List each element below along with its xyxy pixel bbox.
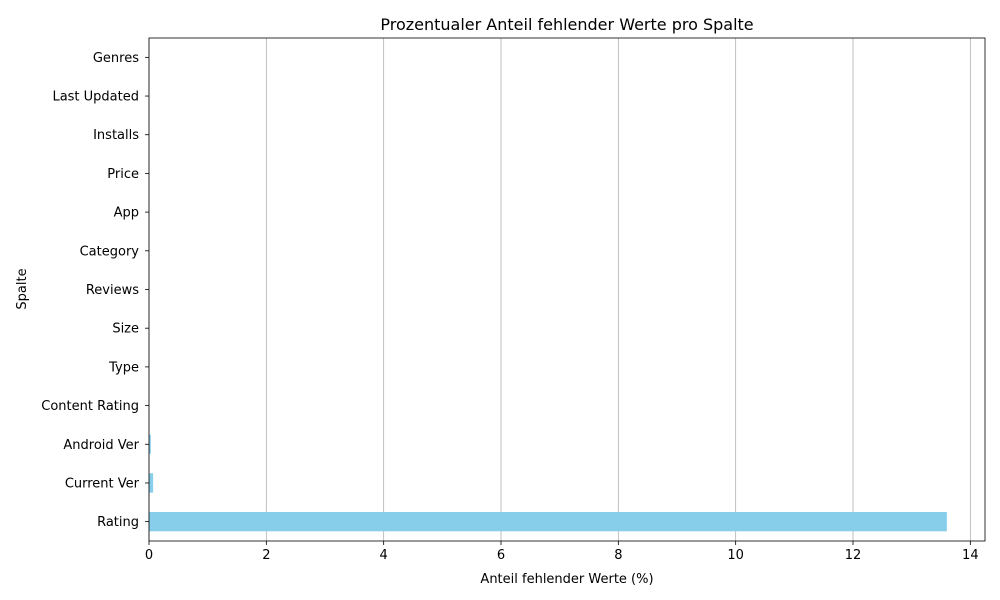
y-tick-label-category: Category <box>80 244 140 259</box>
bar-current-ver <box>149 473 154 493</box>
y-tick-label-current-ver: Current Ver <box>65 476 140 491</box>
y-tick-label-size: Size <box>112 322 139 337</box>
y-tick-label-reviews: Reviews <box>86 283 139 298</box>
x-tick-label-8: 8 <box>614 548 622 563</box>
x-tick-label-6: 6 <box>497 548 505 563</box>
y-tick-label-rating: Rating <box>97 515 139 530</box>
grid-lines <box>148 38 971 541</box>
x-axis-title: Anteil fehlender Werte (%) <box>480 572 653 587</box>
x-tick-label-12: 12 <box>845 548 862 563</box>
y-tick-label-app: App <box>114 206 139 221</box>
chart-title: Prozentualer Anteil fehlender Werte pro … <box>380 15 753 34</box>
y-tick-label-genres: Genres <box>93 51 139 66</box>
bar-rating <box>149 511 947 532</box>
y-tick-label-android-ver: Android Ver <box>63 438 139 453</box>
x-tick-label-0: 0 <box>145 548 153 563</box>
y-tick-label-type: Type <box>108 360 139 375</box>
y-tick-label-content-rating: Content Rating <box>41 399 139 414</box>
y-axis-title: Spalte <box>15 268 30 309</box>
bar-android-ver <box>149 434 151 454</box>
y-tick-label-price: Price <box>107 167 139 182</box>
y-tick-label-installs: Installs <box>93 128 139 143</box>
tick-labels: 0 2 4 6 8 10 12 14 Rating Current Ver Android Ver C… <box>41 51 978 563</box>
plot-frame <box>148 37 986 542</box>
x-tick-label-2: 2 <box>262 548 270 563</box>
bars <box>149 434 947 532</box>
axes <box>145 37 986 545</box>
x-tick-label-4: 4 <box>380 548 388 563</box>
x-tick-label-10: 10 <box>727 548 744 563</box>
x-tick-label-14: 14 <box>962 548 979 563</box>
y-tick-label-last-updated: Last Updated <box>52 90 139 105</box>
